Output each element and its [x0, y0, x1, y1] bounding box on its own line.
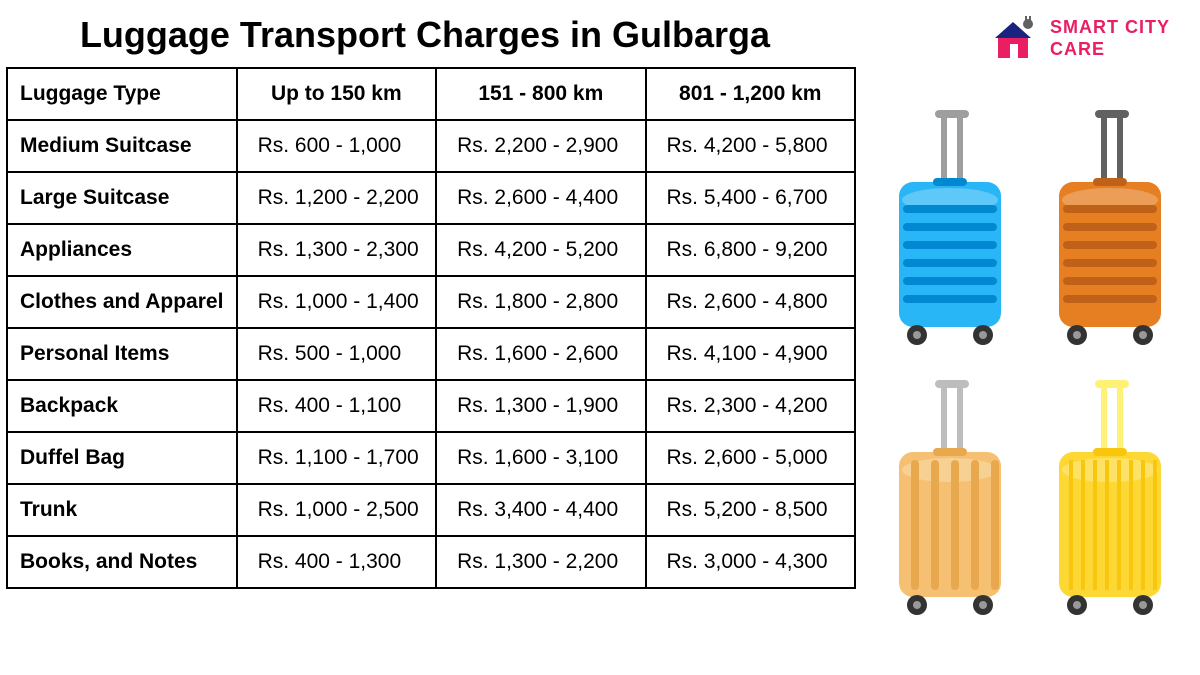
suitcase-icon [880, 380, 1020, 620]
luggage-type-cell: Large Suitcase [7, 172, 237, 224]
luggage-type-cell: Trunk [7, 484, 237, 536]
suitcase-icon [1040, 110, 1180, 350]
suitcase-icon [880, 110, 1020, 350]
logo-line1: SMART CITY [1050, 17, 1170, 39]
price-cell: Rs. 1,600 - 3,100 [436, 432, 645, 484]
col-151-800: 151 - 800 km [436, 68, 645, 120]
price-cell: Rs. 2,600 - 4,400 [436, 172, 645, 224]
price-cell: Rs. 1,300 - 2,300 [237, 224, 436, 276]
luggage-type-cell: Personal Items [7, 328, 237, 380]
luggage-type-cell: Clothes and Apparel [7, 276, 237, 328]
price-cell: Rs. 1,800 - 2,800 [436, 276, 645, 328]
price-cell: Rs. 2,600 - 5,000 [646, 432, 855, 484]
table-header-row: Luggage Type Up to 150 km 151 - 800 km 8… [7, 68, 855, 120]
price-cell: Rs. 600 - 1,000 [237, 120, 436, 172]
page-title: Luggage Transport Charges in Gulbarga [0, 0, 850, 61]
price-cell: Rs. 2,600 - 4,800 [646, 276, 855, 328]
luggage-type-cell: Books, and Notes [7, 536, 237, 588]
price-cell: Rs. 500 - 1,000 [237, 328, 436, 380]
price-cell: Rs. 1,300 - 2,200 [436, 536, 645, 588]
price-cell: Rs. 1,300 - 1,900 [436, 380, 645, 432]
table-row: Personal ItemsRs. 500 - 1,000Rs. 1,600 -… [7, 328, 855, 380]
logo-text: SMART CITY CARE [1050, 17, 1170, 60]
price-cell: Rs. 400 - 1,100 [237, 380, 436, 432]
price-cell: Rs. 2,300 - 4,200 [646, 380, 855, 432]
table-row: Books, and NotesRs. 400 - 1,300Rs. 1,300… [7, 536, 855, 588]
col-801-1200: 801 - 1,200 km [646, 68, 855, 120]
table-row: Medium SuitcaseRs. 600 - 1,000Rs. 2,200 … [7, 120, 855, 172]
charges-table: Luggage Type Up to 150 km 151 - 800 km 8… [6, 67, 856, 589]
price-cell: Rs. 4,200 - 5,800 [646, 120, 855, 172]
logo: SMART CITY CARE [990, 14, 1170, 64]
price-cell: Rs. 1,000 - 1,400 [237, 276, 436, 328]
price-cell: Rs. 5,400 - 6,700 [646, 172, 855, 224]
price-cell: Rs. 6,800 - 9,200 [646, 224, 855, 276]
table-row: Duffel BagRs. 1,100 - 1,700Rs. 1,600 - 3… [7, 432, 855, 484]
table-row: Large SuitcaseRs. 1,200 - 2,200Rs. 2,600… [7, 172, 855, 224]
luggage-type-cell: Appliances [7, 224, 237, 276]
price-cell: Rs. 1,000 - 2,500 [237, 484, 436, 536]
price-cell: Rs. 400 - 1,300 [237, 536, 436, 588]
table-row: TrunkRs. 1,000 - 2,500Rs. 3,400 - 4,400R… [7, 484, 855, 536]
table-row: Clothes and ApparelRs. 1,000 - 1,400Rs. … [7, 276, 855, 328]
logo-line2: CARE [1050, 39, 1170, 61]
price-cell: Rs. 1,200 - 2,200 [237, 172, 436, 224]
table-row: AppliancesRs. 1,300 - 2,300Rs. 4,200 - 5… [7, 224, 855, 276]
col-luggage-type: Luggage Type [7, 68, 237, 120]
price-cell: Rs. 5,200 - 8,500 [646, 484, 855, 536]
suitcase-icon [1040, 380, 1180, 620]
price-cell: Rs. 4,100 - 4,900 [646, 328, 855, 380]
price-cell: Rs. 1,100 - 1,700 [237, 432, 436, 484]
price-cell: Rs. 4,200 - 5,200 [436, 224, 645, 276]
house-icon [990, 14, 1040, 64]
col-upto-150: Up to 150 km [237, 68, 436, 120]
luggage-type-cell: Backpack [7, 380, 237, 432]
suitcase-illustrations [880, 110, 1180, 620]
luggage-type-cell: Medium Suitcase [7, 120, 237, 172]
table-row: BackpackRs. 400 - 1,100Rs. 1,300 - 1,900… [7, 380, 855, 432]
luggage-type-cell: Duffel Bag [7, 432, 237, 484]
price-cell: Rs. 2,200 - 2,900 [436, 120, 645, 172]
price-cell: Rs. 1,600 - 2,600 [436, 328, 645, 380]
price-cell: Rs. 3,400 - 4,400 [436, 484, 645, 536]
price-cell: Rs. 3,000 - 4,300 [646, 536, 855, 588]
